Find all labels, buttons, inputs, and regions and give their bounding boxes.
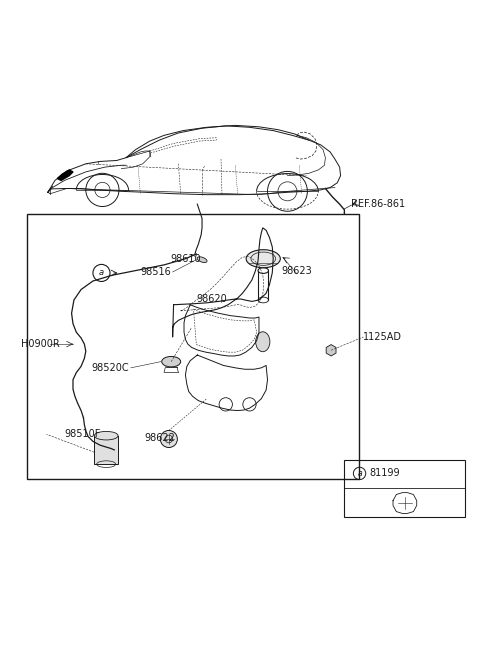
Text: 98610: 98610	[170, 253, 201, 264]
Text: 81199: 81199	[370, 468, 400, 478]
Text: 1125AD: 1125AD	[363, 332, 402, 342]
Bar	[344, 460, 466, 517]
Text: H0900R: H0900R	[21, 339, 60, 349]
Text: 98510F: 98510F	[64, 429, 101, 440]
Ellipse shape	[256, 332, 270, 352]
Ellipse shape	[162, 356, 180, 367]
Bar	[95, 436, 118, 464]
Circle shape	[160, 430, 178, 447]
Circle shape	[243, 398, 256, 411]
Ellipse shape	[246, 250, 280, 268]
Circle shape	[219, 398, 232, 411]
Text: REF.86-861: REF.86-861	[351, 199, 406, 209]
Text: a: a	[357, 469, 362, 478]
Text: a: a	[99, 269, 104, 278]
Text: 98516: 98516	[141, 267, 171, 277]
Polygon shape	[57, 170, 73, 180]
Text: 98620: 98620	[196, 294, 227, 304]
Text: 98520C: 98520C	[91, 363, 129, 373]
Text: 98623: 98623	[282, 265, 312, 276]
Ellipse shape	[197, 257, 207, 263]
Ellipse shape	[95, 432, 118, 440]
Bar	[26, 214, 359, 479]
Text: 98622: 98622	[144, 433, 175, 443]
